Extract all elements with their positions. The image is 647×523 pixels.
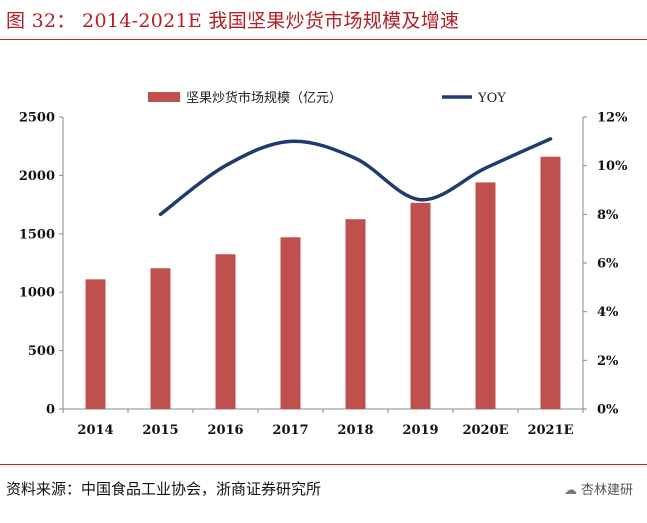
y-tick-label-left: 2500 [19, 111, 55, 126]
bar-2016 [215, 254, 236, 409]
x-tick-label: 2016 [207, 423, 243, 438]
y-tick-label-left: 0 [46, 403, 55, 418]
x-tick-label: 2015 [142, 423, 178, 438]
source-note: 资料来源：中国食品工业协会，浙商证券研究所 [6, 480, 322, 498]
y-tick-label-right: 4% [597, 305, 619, 320]
y-tick-label-left: 1000 [19, 286, 55, 301]
x-tick-label: 2014 [77, 423, 113, 438]
y-tick-label-left: 1500 [19, 227, 55, 242]
wechat-icon: ☁ [563, 483, 577, 498]
legend: 坚果炒货市场规模（亿元） YOY [148, 90, 506, 106]
yoy-line-layer [158, 137, 553, 217]
y-tick-label-right: 10% [597, 159, 628, 174]
bar-2017 [280, 237, 301, 409]
x-tick-label: 2017 [272, 423, 308, 438]
x-tick-label: 2019 [402, 423, 438, 438]
y-tick-label-right: 0% [597, 403, 619, 418]
y-tick-label-right: 12% [597, 111, 628, 126]
axes: 0 500 1000 1500 2000 2500 0% 2% 4% 6% 8% 10% 12% 2014… [19, 111, 628, 439]
x-tick-label: 2018 [337, 423, 373, 438]
bar-2015 [150, 268, 171, 409]
legend-line-label: YOY [477, 91, 506, 106]
watermark: ☁ 杏林建研 [564, 479, 633, 498]
x-tick-label: 2021E [527, 423, 573, 438]
y-tick-label-left: 2000 [19, 169, 55, 184]
watermark-text: 杏林建研 [580, 483, 633, 498]
bar-2020E [475, 182, 496, 409]
bar-2014 [85, 279, 106, 409]
title-divider [0, 39, 647, 40]
source-divider [0, 464, 647, 465]
bar-2021E [540, 156, 561, 409]
y-tick-label-right: 8% [597, 208, 619, 223]
bar-2018 [345, 219, 366, 409]
figure-title: 图 32： 2014-2021E 我国坚果炒货市场规模及增速 [6, 10, 460, 32]
legend-bar-label: 坚果炒货市场规模（亿元） [186, 90, 342, 106]
bar-2019 [410, 202, 431, 409]
y-tick-label-left: 500 [28, 344, 55, 359]
bars [85, 156, 561, 409]
x-tick-label: 2020E [462, 423, 508, 438]
y-tick-label-right: 6% [597, 257, 619, 272]
legend-bar-swatch [148, 92, 180, 102]
y-tick-label-right: 2% [597, 354, 619, 369]
